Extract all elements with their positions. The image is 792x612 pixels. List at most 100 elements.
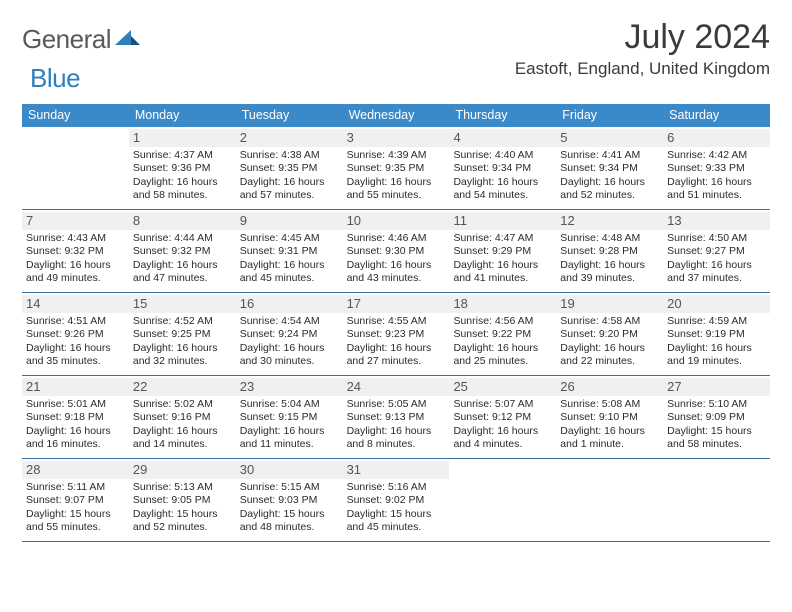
day-cell: 6Sunrise: 4:42 AMSunset: 9:33 PMDaylight… <box>663 127 770 209</box>
day-info: Sunrise: 5:15 AMSunset: 9:03 PMDaylight:… <box>240 481 339 535</box>
day-cell: 22Sunrise: 5:02 AMSunset: 9:16 PMDayligh… <box>129 376 236 458</box>
day-info-line: Sunrise: 4:45 AM <box>240 232 339 245</box>
day-info-line: and 52 minutes. <box>133 521 232 534</box>
day-number: 16 <box>236 295 343 313</box>
day-info-line: and 4 minutes. <box>453 438 552 451</box>
day-info-line: Daylight: 16 hours <box>560 342 659 355</box>
day-info: Sunrise: 4:54 AMSunset: 9:24 PMDaylight:… <box>240 315 339 369</box>
day-info-line: and 45 minutes. <box>240 272 339 285</box>
day-info-line: Daylight: 16 hours <box>26 259 125 272</box>
day-info-line: Sunset: 9:26 PM <box>26 328 125 341</box>
day-info: Sunrise: 4:38 AMSunset: 9:35 PMDaylight:… <box>240 149 339 203</box>
day-cell: 28Sunrise: 5:11 AMSunset: 9:07 PMDayligh… <box>22 459 129 541</box>
day-info-line: and 55 minutes. <box>26 521 125 534</box>
day-info-line: Daylight: 16 hours <box>560 259 659 272</box>
day-info-line: Daylight: 16 hours <box>667 259 766 272</box>
day-info-line: and 35 minutes. <box>26 355 125 368</box>
day-number: 15 <box>129 295 236 313</box>
day-number: 19 <box>556 295 663 313</box>
calendar-grid: SundayMondayTuesdayWednesdayThursdayFrid… <box>22 104 770 542</box>
day-info-line: Sunset: 9:34 PM <box>453 162 552 175</box>
day-cell: 14Sunrise: 4:51 AMSunset: 9:26 PMDayligh… <box>22 293 129 375</box>
day-number: 9 <box>236 212 343 230</box>
day-info: Sunrise: 4:42 AMSunset: 9:33 PMDaylight:… <box>667 149 766 203</box>
day-cell: 20Sunrise: 4:59 AMSunset: 9:19 PMDayligh… <box>663 293 770 375</box>
day-info-line: Daylight: 16 hours <box>240 259 339 272</box>
day-info-line: Daylight: 16 hours <box>133 425 232 438</box>
day-info-line: Daylight: 16 hours <box>453 176 552 189</box>
day-info-line: and 14 minutes. <box>133 438 232 451</box>
day-info-line: Sunrise: 5:01 AM <box>26 398 125 411</box>
day-number: 28 <box>22 461 129 479</box>
day-info-line: Sunrise: 4:47 AM <box>453 232 552 245</box>
day-info-line: Daylight: 15 hours <box>240 508 339 521</box>
dow-header: Wednesday <box>343 104 450 127</box>
day-info-line: Daylight: 15 hours <box>347 508 446 521</box>
day-info-line: Sunset: 9:22 PM <box>453 328 552 341</box>
day-info: Sunrise: 5:10 AMSunset: 9:09 PMDaylight:… <box>667 398 766 452</box>
day-number: 18 <box>449 295 556 313</box>
day-info: Sunrise: 5:07 AMSunset: 9:12 PMDaylight:… <box>453 398 552 452</box>
day-number: 21 <box>22 378 129 396</box>
day-number: 22 <box>129 378 236 396</box>
day-cell: 18Sunrise: 4:56 AMSunset: 9:22 PMDayligh… <box>449 293 556 375</box>
day-cell: 15 Sunrise: 4:52 AMSunset: 9:25 PMDayligh… <box>129 293 236 375</box>
brand-logo: General <box>22 24 143 55</box>
day-number: 30 <box>236 461 343 479</box>
day-number: 23 <box>236 378 343 396</box>
day-cell: 3Sunrise: 4:39 AMSunset: 9:35 PMDaylight… <box>343 127 450 209</box>
day-info-line: and 22 minutes. <box>560 355 659 368</box>
day-info-line: and 45 minutes. <box>347 521 446 534</box>
week-row: .1Sunrise: 4:37 AMSunset: 9:36 PMDayligh… <box>22 127 770 210</box>
day-info-line: Sunrise: 4:50 AM <box>667 232 766 245</box>
day-info-line: Sunrise: 4:44 AM <box>133 232 232 245</box>
day-info-line: Sunset: 9:20 PM <box>560 328 659 341</box>
day-info-line: Sunrise: 4:55 AM <box>347 315 446 328</box>
day-info-line: Sunrise: 4:58 AM <box>560 315 659 328</box>
day-info: Sunrise: 5:04 AMSunset: 9:15 PMDaylight:… <box>240 398 339 452</box>
day-info: Sunrise: 4:52 AMSunset: 9:25 PMDaylight:… <box>133 315 232 369</box>
day-number: 2 <box>236 129 343 147</box>
day-info-line: Sunrise: 4:37 AM <box>133 149 232 162</box>
day-info-line: and 47 minutes. <box>133 272 232 285</box>
day-info-line: Daylight: 16 hours <box>347 259 446 272</box>
day-info-line: Sunset: 9:19 PM <box>667 328 766 341</box>
day-info-line: Sunrise: 4:51 AM <box>26 315 125 328</box>
day-cell: . <box>556 459 663 541</box>
day-info-line: and 32 minutes. <box>133 355 232 368</box>
day-cell: 12 Sunrise: 4:48 AMSunset: 9:28 PMDayligh… <box>556 210 663 292</box>
day-cell: 24Sunrise: 5:05 AMSunset: 9:13 PMDayligh… <box>343 376 450 458</box>
day-info-line: and 11 minutes. <box>240 438 339 451</box>
day-info: Sunrise: 4:43 AMSunset: 9:32 PMDaylight:… <box>26 232 125 286</box>
week-row: 14Sunrise: 4:51 AMSunset: 9:26 PMDayligh… <box>22 293 770 376</box>
day-info-line: Sunrise: 4:40 AM <box>453 149 552 162</box>
day-info-line: Sunset: 9:32 PM <box>133 245 232 258</box>
day-info: Sunrise: 4:59 AMSunset: 9:19 PMDaylight:… <box>667 315 766 369</box>
day-info: Sunrise: 4:48 AMSunset: 9:28 PMDaylight:… <box>560 232 659 286</box>
day-number: 11 <box>449 212 556 230</box>
day-info-line: and 43 minutes. <box>347 272 446 285</box>
day-number: 12 <box>556 212 663 230</box>
day-number: 5 <box>556 129 663 147</box>
day-info-line: and 52 minutes. <box>560 189 659 202</box>
day-info-line: Sunset: 9:02 PM <box>347 494 446 507</box>
dow-header: Thursday <box>449 104 556 127</box>
day-info: Sunrise: 5:16 AMSunset: 9:02 PMDaylight:… <box>347 481 446 535</box>
day-info-line: Daylight: 16 hours <box>347 425 446 438</box>
day-info-line: Daylight: 16 hours <box>133 342 232 355</box>
day-cell: 23 Sunrise: 5:04 AMSunset: 9:15 PMDayligh… <box>236 376 343 458</box>
day-number: 17 <box>343 295 450 313</box>
title-block: July 2024 Eastoft, England, United Kingd… <box>515 18 770 79</box>
day-cell: 17Sunrise: 4:55 AMSunset: 9:23 PMDayligh… <box>343 293 450 375</box>
day-info-line: Sunrise: 5:08 AM <box>560 398 659 411</box>
day-cell: 9 Sunrise: 4:45 AMSunset: 9:31 PMDaylight… <box>236 210 343 292</box>
day-info-line: Daylight: 16 hours <box>560 176 659 189</box>
day-number: 27 <box>663 378 770 396</box>
dow-header-row: SundayMondayTuesdayWednesdayThursdayFrid… <box>22 104 770 127</box>
day-cell: 7Sunrise: 4:43 AMSunset: 9:32 PMDaylight… <box>22 210 129 292</box>
day-info-line: and 57 minutes. <box>240 189 339 202</box>
day-info-line: Sunset: 9:31 PM <box>240 245 339 258</box>
brand-mark-icon <box>115 28 141 51</box>
day-info-line: Daylight: 16 hours <box>347 176 446 189</box>
day-info-line: Sunset: 9:30 PM <box>347 245 446 258</box>
